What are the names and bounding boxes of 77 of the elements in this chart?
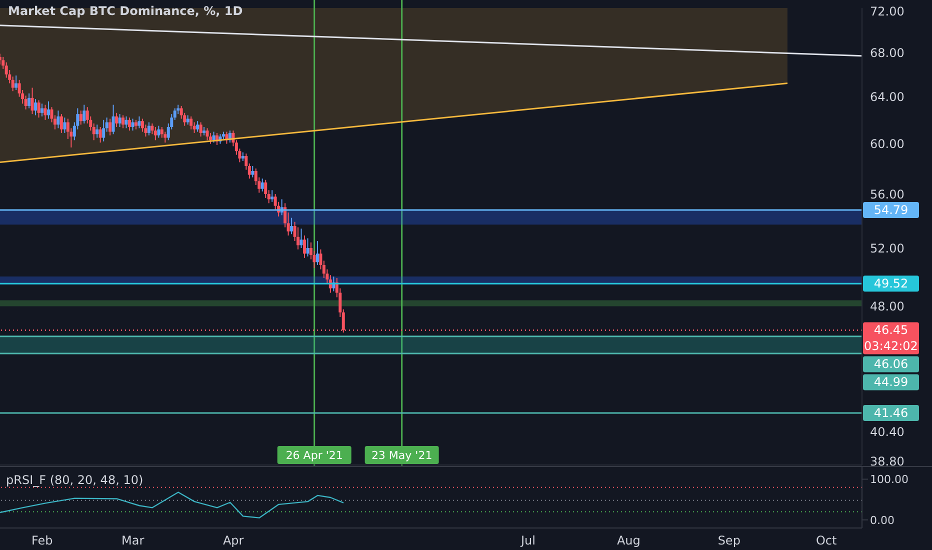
ref-line-label: 41.46 bbox=[874, 406, 908, 420]
candlestick bbox=[98, 126, 102, 144]
candlestick bbox=[157, 125, 160, 138]
candlestick bbox=[40, 103, 44, 117]
text: 03:42:02 bbox=[864, 339, 918, 354]
ref-line-label: 54.79 bbox=[874, 202, 908, 217]
candlestick bbox=[108, 118, 112, 136]
candlestick bbox=[290, 217, 294, 235]
candlestick bbox=[270, 190, 274, 202]
candlestick bbox=[160, 126, 164, 138]
x-tick-label: Apr bbox=[222, 534, 244, 548]
candlestick bbox=[79, 110, 82, 126]
ref-line-label: 46.06 bbox=[874, 357, 908, 372]
candlestick bbox=[28, 92, 31, 109]
ref-line-label: 49.52 bbox=[874, 276, 908, 291]
candlestick bbox=[300, 228, 303, 248]
candlestick bbox=[164, 131, 167, 144]
candlestick bbox=[212, 131, 216, 144]
candlestick bbox=[82, 104, 86, 124]
candlestick bbox=[44, 104, 47, 120]
candlestick bbox=[147, 122, 150, 136]
x-tick-label: Sep bbox=[718, 534, 740, 548]
candlestick bbox=[140, 118, 144, 132]
y-tick-label: 72.00 bbox=[870, 4, 904, 18]
candlestick bbox=[30, 87, 34, 115]
x-tick-label: Jul bbox=[520, 534, 536, 548]
legend-label: 44.99 bbox=[874, 375, 908, 390]
candlestick bbox=[206, 128, 209, 141]
candlestick bbox=[37, 100, 40, 118]
candlestick bbox=[63, 117, 66, 134]
y-tick-label: 100.00 bbox=[870, 473, 908, 486]
y-tick-label: 48.00 bbox=[870, 300, 904, 314]
candlestick bbox=[186, 114, 190, 126]
y-tick-label: 60.00 bbox=[870, 137, 904, 152]
candlestick bbox=[60, 114, 63, 134]
ref-line-label: 26 Apr '21 bbox=[286, 449, 343, 462]
candlestick bbox=[260, 178, 264, 192]
y-tick-label: 68.00 bbox=[870, 46, 904, 60]
y-tick-label: 0.00 bbox=[870, 514, 894, 527]
candlestick bbox=[118, 114, 122, 128]
candlestick bbox=[209, 132, 212, 144]
y-tick-label: 40.40 bbox=[870, 425, 904, 440]
candlestick bbox=[96, 124, 99, 138]
candlestick bbox=[196, 120, 200, 132]
candlestick bbox=[56, 110, 60, 129]
candlestick bbox=[302, 235, 306, 258]
candlestick bbox=[306, 238, 310, 257]
ref-line-label: 46.45 bbox=[874, 323, 908, 338]
x-tick-label: Aug bbox=[616, 534, 640, 548]
candlestick bbox=[154, 126, 157, 141]
candlestick bbox=[34, 98, 38, 116]
candlestick bbox=[131, 118, 134, 132]
chart-title: Market Cap BTC Dominance, %, 1D bbox=[8, 4, 243, 18]
ref-line-label: 23 May '21 bbox=[371, 449, 432, 462]
line-series bbox=[0, 492, 344, 518]
candlestick bbox=[199, 122, 202, 138]
candlestick bbox=[102, 119, 106, 142]
candlestick bbox=[46, 100, 50, 120]
candlestick bbox=[124, 116, 128, 129]
candlestick bbox=[14, 74, 18, 91]
candlestick bbox=[251, 165, 254, 178]
y-tick-label: 52.00 bbox=[870, 241, 904, 256]
x-tick-label: Feb bbox=[32, 534, 53, 548]
candlestick bbox=[115, 112, 118, 128]
candlestick bbox=[112, 104, 115, 135]
x-tick-label: Oct bbox=[816, 534, 838, 548]
x-tick-label: Mar bbox=[122, 534, 144, 548]
y-tick-label: 56.00 bbox=[870, 187, 904, 202]
y-tick-label: 38.80 bbox=[870, 454, 904, 468]
candlestick bbox=[316, 240, 319, 266]
candlestick bbox=[134, 119, 138, 130]
text: pRSI_F (80, 20, 48, 10) bbox=[6, 473, 144, 487]
candlestick bbox=[138, 116, 141, 129]
candlestick bbox=[190, 116, 193, 130]
candlestick bbox=[122, 114, 125, 129]
candlestick bbox=[128, 117, 132, 132]
y-tick-label: 64.00 bbox=[870, 90, 904, 104]
